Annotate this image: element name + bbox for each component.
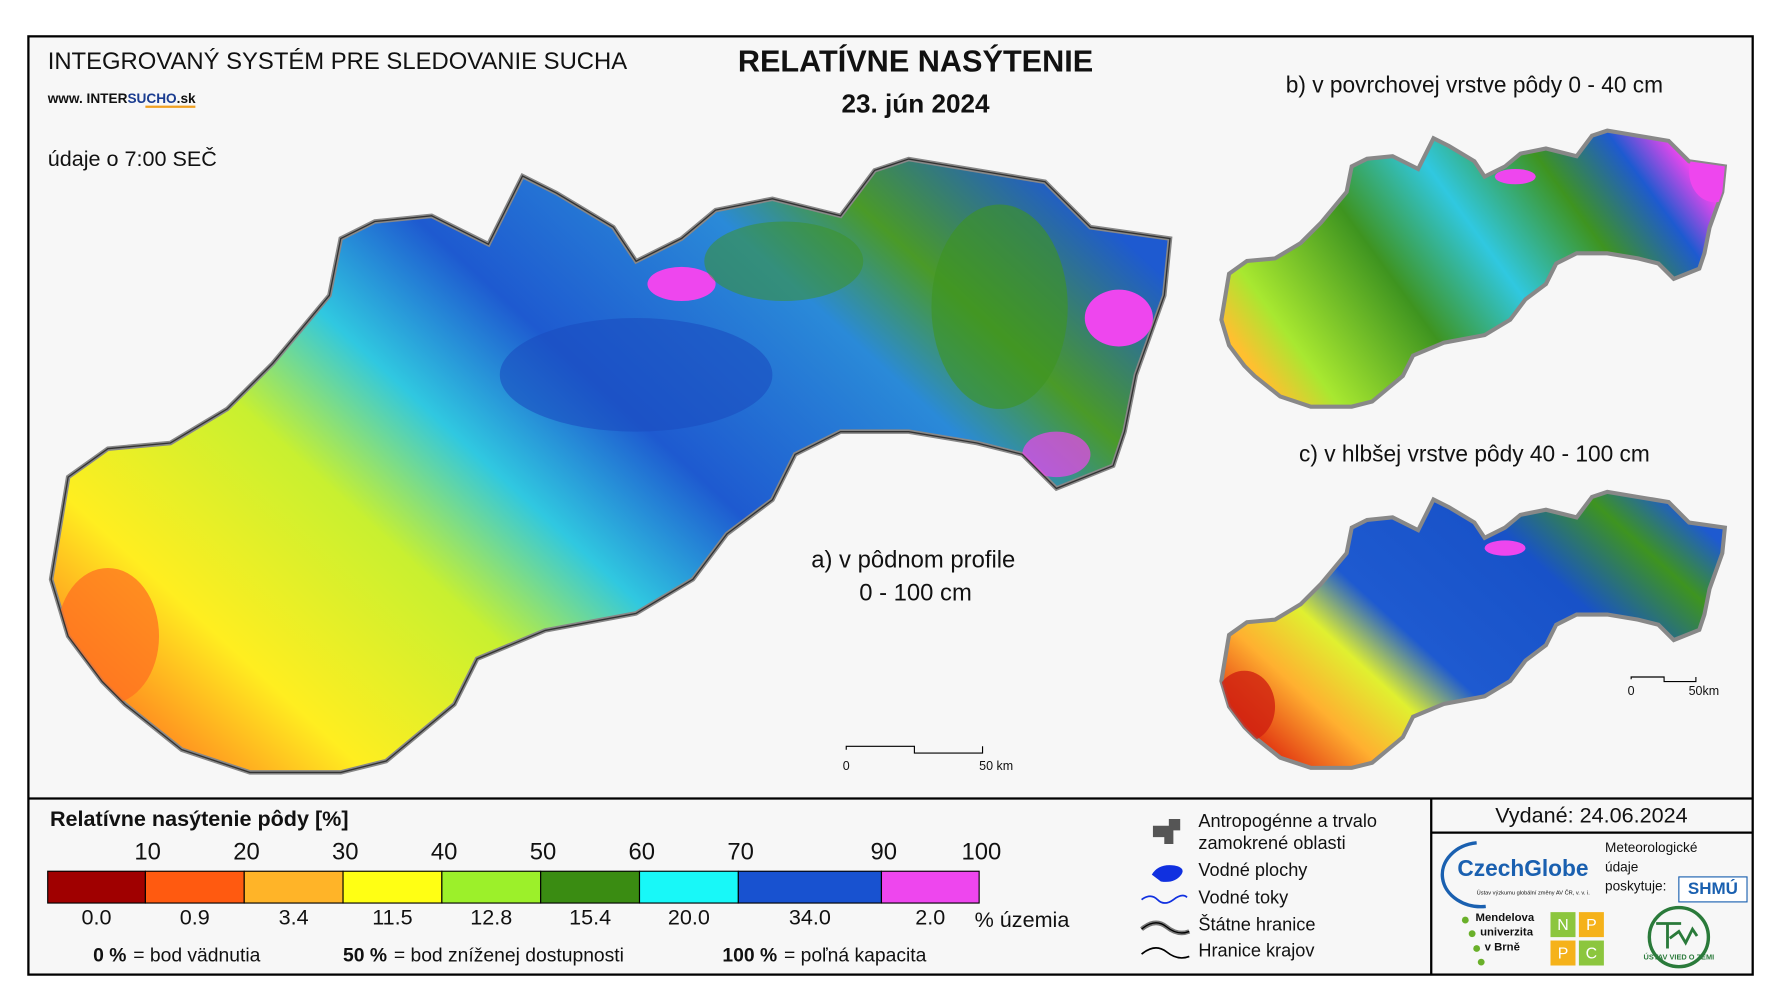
legend-share: 2.0: [915, 905, 945, 930]
symbol-legend: Antropogénne a trvalo zamokrené oblasti …: [1140, 811, 1377, 961]
shmu-logo: SHMÚ: [1688, 879, 1738, 898]
url-brand: SUCHO: [127, 90, 177, 105]
legend: 10 0.0 20 0.9 30 3.4 40 11.5 50 12.8 60 15.4 70 20.0 9…: [47, 838, 1002, 930]
provider: poskytuje:: [1605, 879, 1666, 894]
scale-bar: [845, 745, 984, 754]
legend-share: 34.0: [789, 905, 831, 930]
mendel-text: Mendelova: [1476, 912, 1535, 924]
icon-anthropogenic: [1152, 818, 1181, 844]
url-suffix: .sk: [177, 90, 196, 105]
mendel-logo: Mendelova univerzita v Brně: [1461, 912, 1535, 966]
scale-start: 0: [843, 759, 850, 773]
map-a-label: a) v pôdnom profile: [811, 546, 1015, 573]
note-value: 100 %: [722, 946, 777, 967]
provider: údaje: [1605, 859, 1638, 874]
symbol-label: Vodné plochy: [1198, 860, 1308, 880]
legend-share: 0.9: [180, 905, 210, 930]
nppc-letter: P: [1586, 917, 1597, 934]
legend-swatch: [880, 870, 980, 904]
legend-swatch: [243, 870, 344, 904]
symbol-label: zamokrené oblasti: [1198, 833, 1345, 853]
legend-share: 0.0: [82, 905, 112, 930]
nppc-logo: N P P C: [1550, 912, 1604, 966]
czechglobe-subtitle: Ústav výzkumu globální změny AV ČR, v. v…: [1477, 889, 1591, 896]
nppc-letter: P: [1558, 945, 1569, 962]
legend-swatch: [47, 870, 146, 904]
icon-water-area: [1151, 865, 1183, 882]
issued-date: Vydané: 24.06.2024: [1495, 802, 1687, 827]
url-prefix: www. INTER: [47, 90, 128, 105]
legend-title: Relatívne nasýtenie pôdy [%]: [50, 806, 349, 831]
share-unit: % územia: [975, 907, 1070, 932]
nppc-letter: N: [1557, 917, 1568, 934]
legend-bound: 60: [629, 838, 656, 865]
legend-swatch: [342, 870, 443, 904]
czechglobe-logo: CzechGlobe: [1457, 855, 1588, 881]
symbol-label: Vodné toky: [1198, 887, 1289, 907]
legend-swatch: [441, 870, 542, 904]
data-time: údaje o 7:00 SEČ: [48, 146, 217, 171]
scale-start-c: 0: [1628, 684, 1635, 698]
uvz-text: ÚSTAV VIED O ZEMI: [1644, 953, 1715, 962]
note-value: 50 %: [343, 946, 387, 967]
czechglobe-arc: [1440, 841, 1486, 909]
legend-bound: 10: [134, 838, 161, 865]
legend-notes: 0 % = bod vädnutia 50 % = bod zníženej dost…: [93, 946, 927, 967]
legend-bound: 90: [870, 838, 897, 865]
nppc-letter: C: [1586, 945, 1597, 962]
icon-region-border: [1141, 947, 1190, 959]
symbol-label: Antropogénne a trvalo: [1198, 811, 1377, 831]
legend-share: 3.4: [279, 905, 309, 930]
note-text: = bod vädnutia: [133, 946, 260, 967]
legend-share: 20.0: [668, 905, 710, 930]
map-c-label: c) v hlbšej vrstve pôdy 40 - 100 cm: [1299, 440, 1650, 466]
legend-swatch: [540, 870, 641, 904]
url: www. INTERSUCHO.sk: [47, 90, 196, 105]
note-text: = bod zníženej dostupnosti: [394, 946, 624, 967]
mendel-text: univerzita: [1480, 927, 1534, 939]
legend-bound: 70: [727, 838, 754, 865]
title: RELATÍVNE NASÝTENIE: [738, 44, 1093, 79]
date: 23. jún 2024: [842, 89, 991, 119]
map-b-label: b) v povrchovej vrstve pôdy 0 - 40 cm: [1286, 71, 1663, 97]
symbol-label: Štátne hranice: [1198, 914, 1315, 935]
scale-bar-c: [1630, 676, 1697, 683]
shmu-box: [1678, 876, 1748, 903]
scale-end-c: 50km: [1689, 684, 1720, 698]
legend-swatch: [638, 870, 739, 904]
legend-swatch: [737, 870, 883, 904]
scale-end: 50 km: [979, 759, 1013, 773]
legend-bound: 30: [332, 838, 359, 865]
legend-share: 15.4: [569, 905, 611, 930]
legend-bound: 50: [530, 838, 557, 865]
mendel-text: v Brně: [1485, 941, 1520, 953]
uvz-logo: ÚSTAV VIED O ZEMI: [1644, 905, 1715, 969]
note-text: = poľná kapacita: [784, 946, 927, 967]
legend-swatch: [144, 870, 245, 904]
map-a: [51, 159, 1170, 772]
legend-share: 11.5: [372, 905, 412, 930]
map-a-depth: 0 - 100 cm: [859, 579, 972, 606]
legend-bound: 40: [431, 838, 458, 865]
provider: Meteorologické: [1605, 840, 1697, 855]
system-name: INTEGROVANÝ SYSTÉM PRE SLEDOVANIE SUCHA: [48, 48, 628, 75]
symbol-label: Hranice krajov: [1198, 941, 1315, 961]
icon-stream: [1141, 894, 1188, 904]
legend-share: 12.8: [470, 905, 512, 930]
legend-bound: 100: [962, 838, 1002, 865]
note-value: 0 %: [93, 946, 126, 967]
legend-bound: 20: [233, 838, 260, 865]
